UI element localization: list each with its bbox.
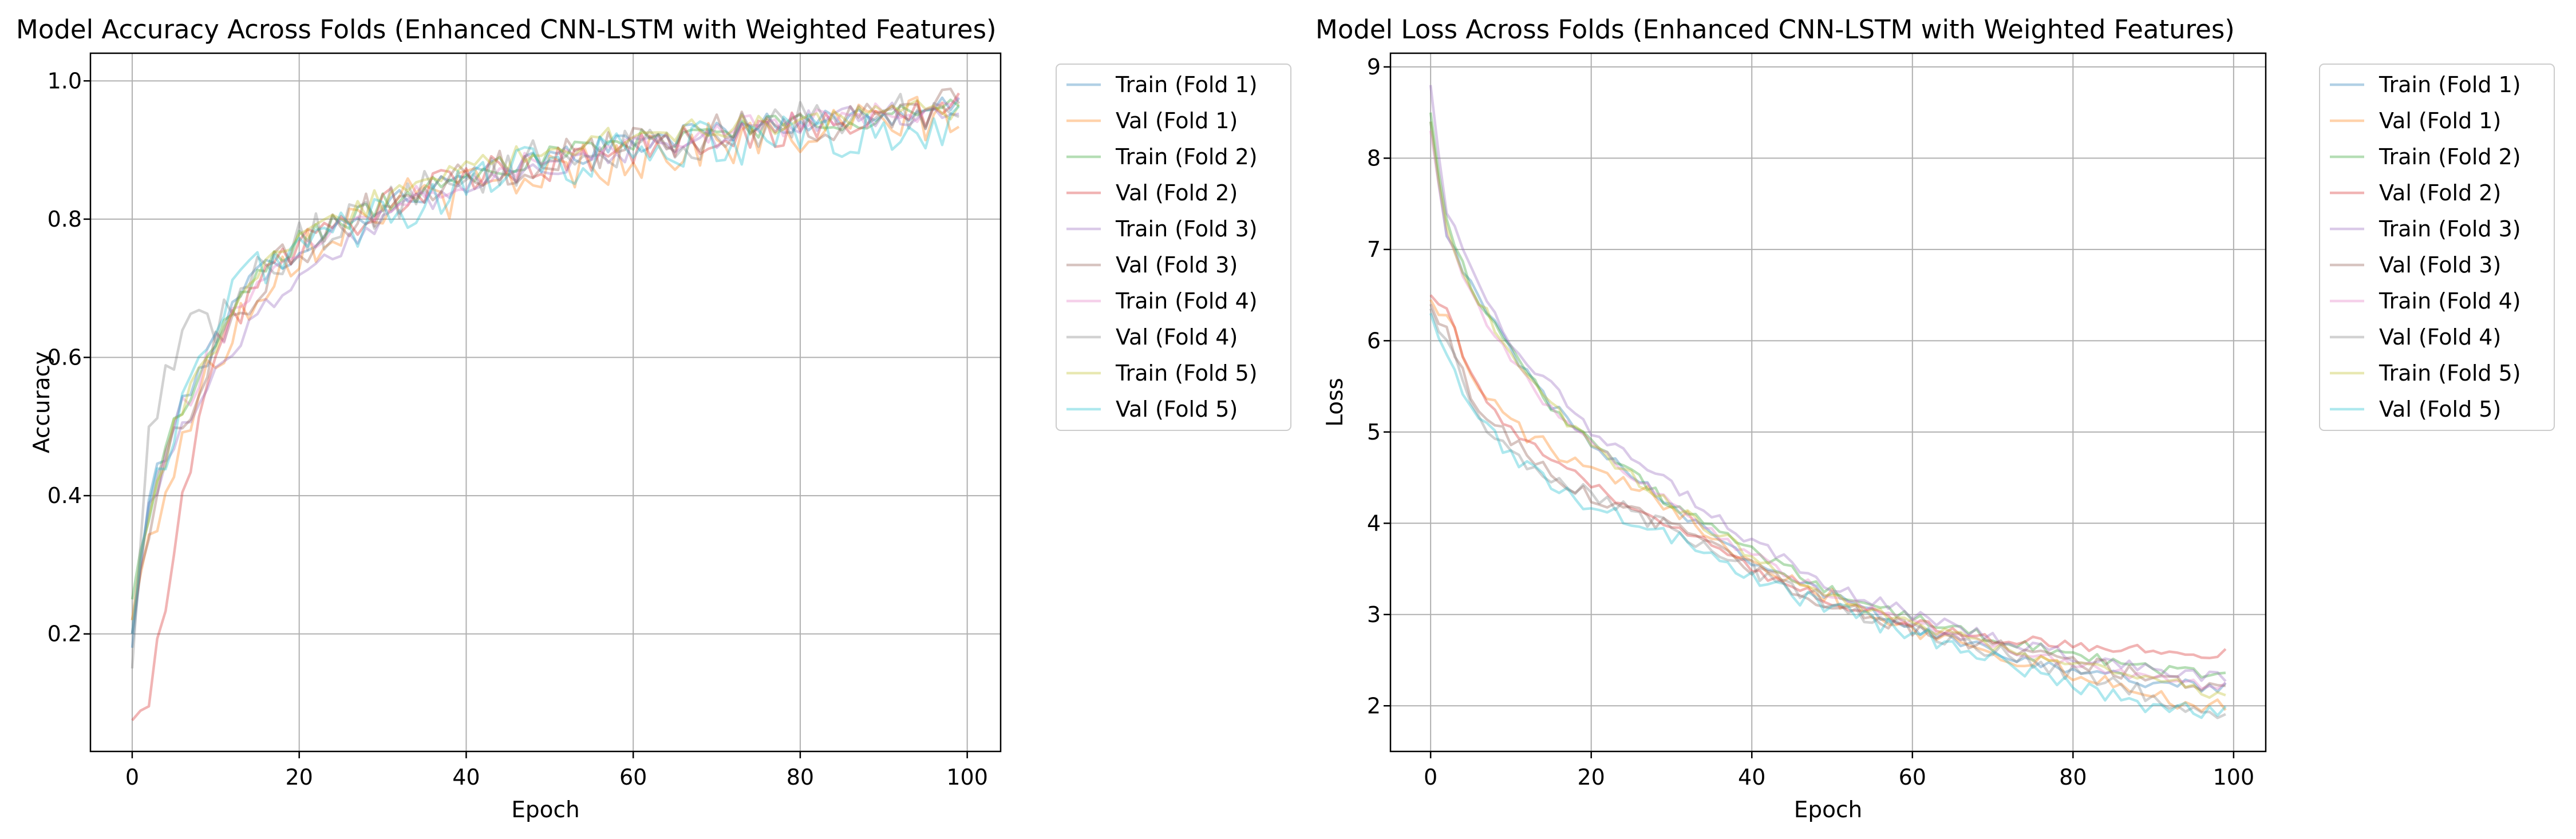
accuracy-x-tick-label: 0 — [125, 765, 139, 790]
accuracy-legend-label: Train (Fold 4) — [1115, 288, 1258, 314]
loss-chart: Model Loss Across Folds (Enhanced CNN-LS… — [1315, 14, 2555, 823]
accuracy-chart: Model Accuracy Across Folds (Enhanced CN… — [16, 14, 1291, 823]
loss-series-line-5 — [1429, 85, 2227, 682]
accuracy-series-line-8 — [131, 93, 959, 669]
loss-y-tick-label: 7 — [1367, 237, 1381, 262]
loss-x-axis-label: Epoch — [1794, 797, 1862, 823]
accuracy-y-axis-label: Accuracy — [29, 351, 55, 453]
accuracy-legend-label: Train (Fold 2) — [1115, 144, 1258, 169]
loss-series-line-10 — [1429, 312, 2227, 719]
loss-y-tick-label: 8 — [1367, 145, 1381, 171]
accuracy-series-line-10 — [131, 105, 960, 634]
loss-legend-label: Train (Fold 4) — [2379, 288, 2521, 314]
loss-y-tick-label: 3 — [1367, 602, 1381, 627]
accuracy-series-line-3 — [131, 98, 960, 600]
loss-y-tick-label: 9 — [1367, 54, 1381, 80]
accuracy-series-line-9 — [131, 99, 961, 620]
loss-legend-label: Val (Fold 4) — [2379, 324, 2501, 350]
accuracy-legend-label: Val (Fold 3) — [1116, 252, 1238, 278]
loss-legend-label: Train (Fold 2) — [2379, 144, 2521, 169]
loss-y-axis-label: Loss — [1322, 378, 1348, 427]
loss-chart-title: Model Loss Across Folds (Enhanced CNN-LS… — [1315, 14, 2235, 45]
accuracy-x-tick-label: 60 — [619, 765, 647, 790]
accuracy-legend-label: Train (Fold 3) — [1115, 216, 1258, 242]
accuracy-legend: Train (Fold 1) Val (Fold 1) Train (Fold 2)… — [1056, 64, 1291, 431]
accuracy-y-tick-label: 1.0 — [48, 68, 82, 93]
loss-series-line-6 — [1429, 303, 2226, 692]
loss-legend-label: Val (Fold 1) — [2379, 108, 2501, 133]
accuracy-series-line-2 — [131, 96, 960, 620]
loss-legend-label: Val (Fold 5) — [2379, 397, 2501, 422]
accuracy-y-tick-label: 0.6 — [48, 345, 82, 370]
loss-series-line-3 — [1429, 112, 2226, 679]
loss-legend-label: Train (Fold 1) — [2379, 72, 2521, 97]
accuracy-series-line-4 — [131, 92, 961, 722]
loss-series-line-1 — [1429, 121, 2227, 693]
accuracy-series — [131, 88, 961, 722]
loss-legend-label: Train (Fold 3) — [2379, 216, 2521, 242]
accuracy-x-tick-label: 100 — [946, 765, 988, 790]
accuracy-series-line-5 — [131, 101, 959, 634]
accuracy-legend-label: Val (Fold 1) — [1116, 108, 1238, 133]
loss-x-tick-label: 0 — [1424, 765, 1437, 790]
loss-plot-frame — [1389, 52, 2267, 753]
loss-series-line-7 — [1429, 130, 2227, 690]
accuracy-x-axis-label: Epoch — [511, 797, 579, 823]
loss-series — [1429, 85, 2227, 719]
loss-series-line-9 — [1429, 121, 2226, 699]
loss-x-tick-label: 20 — [1578, 765, 1605, 790]
loss-x-tick-label: 60 — [1899, 765, 1926, 790]
accuracy-x-tick-label: 80 — [787, 765, 814, 790]
loss-legend-box — [2319, 64, 2555, 431]
loss-series-line-4 — [1429, 294, 2227, 660]
loss-x-tick-label: 100 — [2213, 765, 2255, 790]
loss-legend-label: Val (Fold 2) — [2379, 180, 2501, 205]
accuracy-series-line-1 — [131, 96, 960, 648]
loss-x-tick-label: 40 — [1738, 765, 1765, 790]
accuracy-x-tick-label: 20 — [285, 765, 313, 790]
loss-grid — [1390, 53, 2266, 751]
loss-y-tick-label: 2 — [1367, 693, 1381, 718]
loss-series-line-2 — [1429, 299, 2227, 713]
accuracy-y-tick-label: 0.2 — [48, 622, 82, 647]
accuracy-axis-ticks: 0 20 40 60 80 100 0.2 0.4 0.6 0.8 1.0 — [48, 68, 988, 790]
loss-legend-label: Val (Fold 3) — [2379, 252, 2501, 278]
accuracy-plot-frame — [89, 52, 1002, 753]
loss-x-tick-label: 80 — [2059, 765, 2087, 790]
accuracy-legend-label: Val (Fold 5) — [1116, 397, 1238, 422]
accuracy-series-line-6 — [131, 88, 961, 634]
accuracy-series-line-7 — [131, 96, 960, 620]
loss-legend-label: Train (Fold 5) — [2379, 361, 2521, 386]
accuracy-chart-title: Model Accuracy Across Folds (Enhanced CN… — [16, 14, 997, 45]
loss-series-line-8 — [1429, 308, 2226, 719]
loss-legend: Train (Fold 1) Val (Fold 1) Train (Fold 2)… — [2319, 64, 2555, 431]
accuracy-x-tick-label: 40 — [452, 765, 480, 790]
loss-y-tick-label: 4 — [1367, 510, 1381, 536]
accuracy-legend-label: Val (Fold 2) — [1116, 180, 1238, 205]
accuracy-legend-label: Train (Fold 5) — [1115, 361, 1258, 386]
accuracy-y-tick-label: 0.8 — [48, 207, 82, 232]
accuracy-legend-label: Train (Fold 1) — [1115, 72, 1258, 97]
accuracy-grid — [90, 53, 1001, 751]
accuracy-legend-label: Val (Fold 4) — [1116, 324, 1238, 350]
loss-y-tick-label: 6 — [1367, 328, 1381, 353]
accuracy-y-tick-label: 0.4 — [48, 483, 82, 508]
accuracy-legend-box — [1056, 64, 1291, 431]
loss-axis-ticks: 0 20 40 60 80 100 2 3 4 5 6 7 8 9 — [1367, 54, 2254, 790]
loss-y-tick-label: 5 — [1367, 420, 1381, 445]
